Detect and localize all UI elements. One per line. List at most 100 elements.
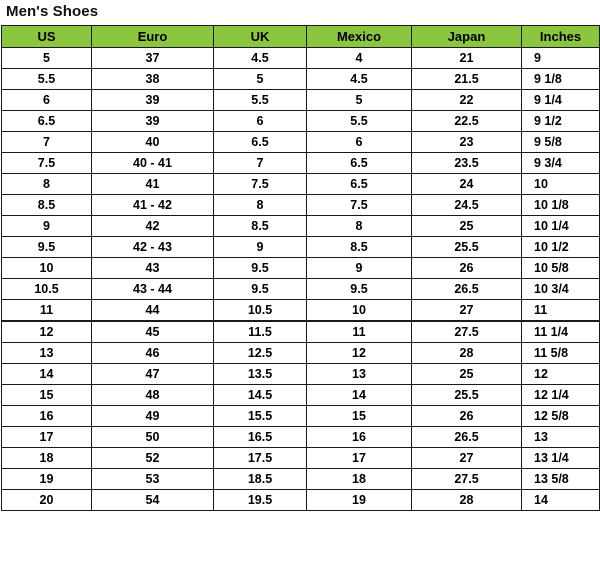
cell-mexico: 8 bbox=[306, 215, 412, 237]
cell-uk: 9.5 bbox=[213, 278, 307, 300]
cell-us: 10.5 bbox=[1, 278, 92, 300]
table-row: 6 39 5.5 5 22 9 1/4 bbox=[1, 89, 600, 111]
cell-uk: 12.5 bbox=[213, 342, 307, 364]
cell-japan: 25 bbox=[411, 363, 522, 385]
table-header-row: US Euro UK Mexico Japan Inches bbox=[1, 25, 600, 48]
cell-us: 13 bbox=[1, 342, 92, 364]
cell-uk: 17.5 bbox=[213, 447, 307, 469]
column-header-inches: Inches bbox=[521, 25, 600, 48]
cell-inches: 9 1/4 bbox=[521, 89, 600, 111]
cell-us: 6.5 bbox=[1, 110, 92, 132]
cell-japan: 25.5 bbox=[411, 236, 522, 258]
cell-mexico: 8.5 bbox=[306, 236, 412, 258]
cell-mexico: 13 bbox=[306, 363, 412, 385]
cell-inches: 12 5/8 bbox=[521, 405, 600, 427]
cell-uk: 13.5 bbox=[213, 363, 307, 385]
cell-uk: 8 bbox=[213, 194, 307, 216]
cell-us: 15 bbox=[1, 384, 92, 406]
cell-inches: 10 1/4 bbox=[521, 215, 600, 237]
cell-mexico: 19 bbox=[306, 489, 412, 511]
cell-euro: 48 bbox=[91, 384, 214, 406]
cell-inches: 12 bbox=[521, 363, 600, 385]
cell-japan: 25 bbox=[411, 215, 522, 237]
cell-euro: 46 bbox=[91, 342, 214, 364]
cell-uk: 6 bbox=[213, 110, 307, 132]
cell-japan: 27 bbox=[411, 299, 522, 322]
cell-us: 16 bbox=[1, 405, 92, 427]
cell-euro: 45 bbox=[91, 320, 214, 343]
cell-japan: 26 bbox=[411, 257, 522, 279]
cell-japan: 21.5 bbox=[411, 68, 522, 90]
cell-uk: 11.5 bbox=[213, 320, 307, 343]
cell-euro: 47 bbox=[91, 363, 214, 385]
cell-inches: 13 5/8 bbox=[521, 468, 600, 490]
cell-mexico: 12 bbox=[306, 342, 412, 364]
cell-mexico: 7.5 bbox=[306, 194, 412, 216]
cell-euro: 44 bbox=[91, 299, 214, 322]
cell-mexico: 9 bbox=[306, 257, 412, 279]
table-row: 5 37 4.5 4 21 9 bbox=[1, 47, 600, 69]
cell-inches: 11 bbox=[521, 299, 600, 322]
cell-mexico: 5 bbox=[306, 89, 412, 111]
cell-inches: 10 5/8 bbox=[521, 257, 600, 279]
cell-inches: 11 1/4 bbox=[521, 320, 600, 343]
cell-uk: 5 bbox=[213, 68, 307, 90]
cell-uk: 15.5 bbox=[213, 405, 307, 427]
cell-euro: 54 bbox=[91, 489, 214, 511]
cell-us: 10 bbox=[1, 257, 92, 279]
cell-mexico: 6.5 bbox=[306, 152, 412, 174]
cell-euro: 41 - 42 bbox=[91, 194, 214, 216]
cell-uk: 9 bbox=[213, 236, 307, 258]
cell-uk: 9.5 bbox=[213, 257, 307, 279]
page-title: Men's Shoes bbox=[6, 3, 99, 20]
cell-us: 8.5 bbox=[1, 194, 92, 216]
table-row: 7.5 40 - 41 7 6.5 23.5 9 3/4 bbox=[1, 152, 600, 174]
cell-mexico: 5.5 bbox=[306, 110, 412, 132]
cell-inches: 9 5/8 bbox=[521, 131, 600, 153]
cell-uk: 16.5 bbox=[213, 426, 307, 448]
cell-euro: 50 bbox=[91, 426, 214, 448]
cell-euro: 43 bbox=[91, 257, 214, 279]
cell-inches: 9 bbox=[521, 47, 600, 69]
cell-inches: 11 5/8 bbox=[521, 342, 600, 364]
cell-inches: 10 1/2 bbox=[521, 236, 600, 258]
cell-mexico: 6 bbox=[306, 131, 412, 153]
cell-mexico: 11 bbox=[306, 320, 412, 343]
table-row: 16 49 15.5 15 26 12 5/8 bbox=[1, 405, 600, 427]
cell-us: 12 bbox=[1, 320, 92, 343]
cell-mexico: 4 bbox=[306, 47, 412, 69]
shoe-size-table: US Euro UK Mexico Japan Inches 5 37 4.5 4 21… bbox=[1, 25, 600, 511]
cell-us: 14 bbox=[1, 363, 92, 385]
cell-euro: 37 bbox=[91, 47, 214, 69]
table-body: 5 37 4.5 4 21 9 5.5 38 5 4.5 21.5 9 1/8 6 39 5.5 5 22 9 1… bbox=[1, 47, 600, 511]
cell-inches: 13 1/4 bbox=[521, 447, 600, 469]
column-header-japan: Japan bbox=[411, 25, 522, 48]
column-header-mexico: Mexico bbox=[306, 25, 412, 48]
column-header-uk: UK bbox=[213, 25, 307, 48]
cell-uk: 14.5 bbox=[213, 384, 307, 406]
cell-euro: 40 bbox=[91, 131, 214, 153]
table-row: 8.5 41 - 42 8 7.5 24.5 10 1/8 bbox=[1, 194, 600, 216]
cell-euro: 53 bbox=[91, 468, 214, 490]
table-row: 5.5 38 5 4.5 21.5 9 1/8 bbox=[1, 68, 600, 90]
table-row: 7 40 6.5 6 23 9 5/8 bbox=[1, 131, 600, 153]
cell-mexico: 6.5 bbox=[306, 173, 412, 195]
cell-euro: 41 bbox=[91, 173, 214, 195]
cell-us: 6 bbox=[1, 89, 92, 111]
cell-japan: 25.5 bbox=[411, 384, 522, 406]
cell-mexico: 14 bbox=[306, 384, 412, 406]
cell-us: 11 bbox=[1, 299, 92, 322]
cell-japan: 24 bbox=[411, 173, 522, 195]
cell-japan: 27.5 bbox=[411, 468, 522, 490]
cell-mexico: 15 bbox=[306, 405, 412, 427]
table-row: 18 52 17.5 17 27 13 1/4 bbox=[1, 447, 600, 469]
cell-inches: 14 bbox=[521, 489, 600, 511]
table-header: US Euro UK Mexico Japan Inches bbox=[1, 25, 600, 48]
cell-japan: 23.5 bbox=[411, 152, 522, 174]
cell-us: 5 bbox=[1, 47, 92, 69]
cell-japan: 26 bbox=[411, 405, 522, 427]
cell-mexico: 16 bbox=[306, 426, 412, 448]
cell-us: 20 bbox=[1, 489, 92, 511]
table-row: 10 43 9.5 9 26 10 5/8 bbox=[1, 257, 600, 279]
cell-euro: 42 bbox=[91, 215, 214, 237]
